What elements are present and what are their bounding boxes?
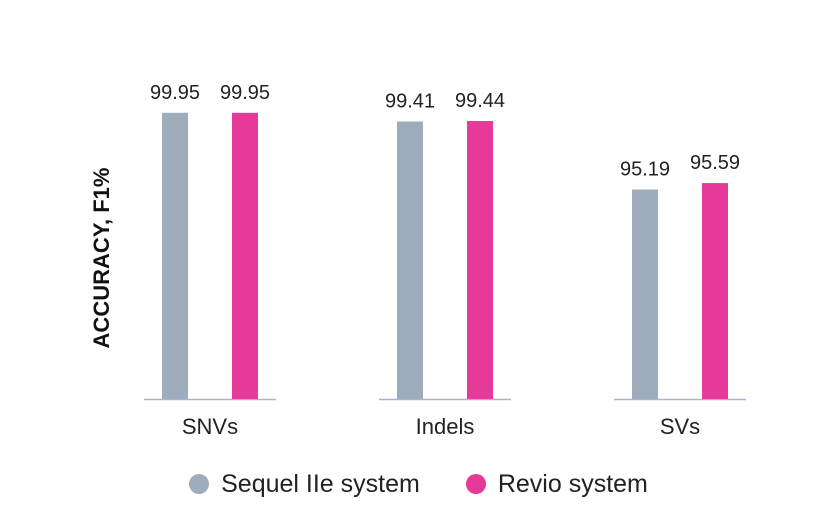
x-tick-labels: SNVs Indels SVs (182, 414, 700, 439)
x-tick-label-snvs: SNVs (182, 414, 238, 439)
legend-swatch-revio (465, 474, 486, 494)
value-labels: 99.95 99.95 99.41 99.44 95.19 95.59 (150, 82, 740, 181)
bar-snvs-sequel (162, 112, 188, 399)
legend-item-sequel: Sequel IIe system (189, 470, 420, 499)
value-label-snvs-revio: 99.95 (220, 82, 270, 104)
bar-svs-sequel (632, 189, 658, 399)
y-axis-label: ACCURACY, F1% (89, 168, 114, 349)
bar-svs-revio (702, 183, 728, 399)
legend-label-sequel: Sequel IIe system (221, 469, 420, 498)
x-tick-label-svs: SVs (660, 414, 700, 439)
legend-item-revio: Revio system (465, 469, 648, 499)
legend-label-revio: Revio system (497, 469, 648, 498)
bars (162, 112, 728, 400)
value-label-svs-sequel: 95.19 (620, 159, 670, 181)
bar-indels-sequel (397, 121, 423, 399)
legend: Sequel IIe system Revio system (0, 466, 837, 502)
value-label-indels-sequel: 99.41 (385, 91, 435, 113)
bar-indels-revio (467, 121, 493, 400)
legend-swatch-sequel (189, 474, 210, 494)
bar-snvs-revio (232, 112, 258, 399)
value-label-indels-revio: 99.44 (455, 90, 505, 112)
value-label-svs-revio: 95.59 (690, 152, 740, 174)
value-label-snvs-sequel: 99.95 (150, 82, 200, 104)
x-tick-label-indels: Indels (416, 414, 475, 439)
